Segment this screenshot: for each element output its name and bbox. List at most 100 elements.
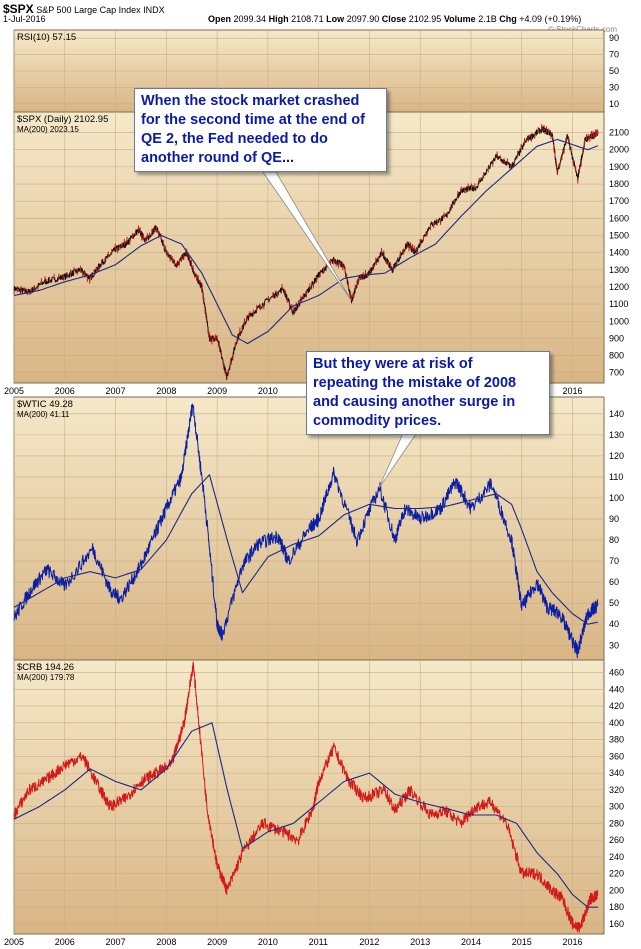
y-tick-label: 100 bbox=[609, 493, 624, 503]
chart-date: 1-Jul-2016 bbox=[3, 14, 46, 24]
y-tick-label: 80 bbox=[609, 535, 619, 545]
callout-line: commodity prices. bbox=[313, 413, 442, 429]
y-tick-label: 1400 bbox=[609, 248, 629, 258]
ohlc-readout: Open 2099.34 High 2108.71 Low 2097.90 Cl… bbox=[208, 14, 582, 24]
y-tick-label: 30 bbox=[609, 82, 619, 92]
y-tick-label: 280 bbox=[609, 818, 624, 828]
x-tick-label: 2006 bbox=[55, 937, 75, 947]
callout-line: But they were at risk of bbox=[313, 356, 473, 372]
y-tick-label: 30 bbox=[609, 640, 619, 650]
high-value: 2108.71 bbox=[291, 14, 324, 24]
callout-line: QE 2, the Fed needed to do bbox=[141, 131, 328, 147]
y-tick-label: 40 bbox=[609, 619, 619, 629]
callout-line: When the stock market crashed bbox=[141, 93, 360, 109]
y-tick-label: 440 bbox=[609, 684, 624, 694]
y-tick-label: 1500 bbox=[609, 230, 629, 240]
y-tick-label: 70 bbox=[609, 556, 619, 566]
y-tick-label: 260 bbox=[609, 835, 624, 845]
callout-line: for the second time at the end of bbox=[141, 112, 365, 128]
chg-value: +4.09 (+0.19%) bbox=[519, 14, 582, 24]
y-tick-label: 2100 bbox=[609, 128, 629, 138]
panel-2: 30 40 50 60 70 80 90 100 110 120 130 140 $WTIC 49.28… bbox=[13, 396, 624, 661]
x-tick-label: 2012 bbox=[359, 937, 379, 947]
y-tick-label: 380 bbox=[609, 735, 624, 745]
y-tick-label: 420 bbox=[609, 701, 624, 711]
y-tick-label: 120 bbox=[609, 451, 624, 461]
callout-commodity-risk: But they were at risk of repeating the m… bbox=[306, 351, 550, 435]
y-tick-label: 1200 bbox=[609, 282, 629, 292]
legend-entry: MA(200) 41.11 bbox=[17, 410, 70, 419]
y-tick-label: 320 bbox=[609, 785, 624, 795]
x-tick-label: 2015 bbox=[512, 937, 532, 947]
price-line bbox=[13, 661, 599, 933]
index-name: S&P 500 Large Cap Index bbox=[36, 5, 141, 15]
moving-average-line bbox=[13, 722, 598, 908]
legend-entry: $CRB 194.26 bbox=[17, 662, 74, 673]
y-tick-label: 300 bbox=[609, 802, 624, 812]
symbol: $SPX bbox=[3, 2, 34, 16]
y-tick-label: 460 bbox=[609, 668, 624, 678]
y-tick-label: 1300 bbox=[609, 265, 629, 275]
y-tick-label: 1800 bbox=[609, 179, 629, 189]
x-tick-label: 2005 bbox=[4, 937, 24, 947]
x-tick-label: 2009 bbox=[207, 386, 227, 396]
y-tick-label: 1000 bbox=[609, 316, 629, 326]
y-tick-label: 180 bbox=[609, 902, 624, 912]
callout-qe-crash: When the stock market crashed for the se… bbox=[134, 88, 387, 172]
y-tick-label: 240 bbox=[609, 852, 624, 862]
x-tick-label: 2008 bbox=[156, 937, 176, 947]
y-tick-label: 110 bbox=[609, 472, 623, 482]
y-tick-label: 900 bbox=[609, 333, 624, 343]
legend-entry: RSI(10) 57.15 bbox=[17, 32, 76, 43]
x-tick-label: 2008 bbox=[156, 386, 176, 396]
y-tick-label: 160 bbox=[609, 919, 624, 929]
callout-line: another round of QE... bbox=[141, 150, 295, 166]
callout-pointer-qe bbox=[262, 171, 352, 301]
legend-entry: MA(200) 179.78 bbox=[17, 673, 75, 682]
y-tick-label: 400 bbox=[609, 718, 624, 728]
y-tick-label: 1900 bbox=[609, 162, 629, 172]
y-tick-label: 90 bbox=[609, 514, 619, 524]
open-value: 2099.34 bbox=[233, 14, 267, 24]
legend-entry: MA(200) 2023.15 bbox=[17, 125, 79, 134]
legend-entry: $WTIC 49.28 bbox=[17, 399, 73, 410]
x-tick-label: 2013 bbox=[410, 937, 430, 947]
y-tick-label: 340 bbox=[609, 768, 624, 778]
y-tick-label: 220 bbox=[609, 869, 624, 879]
y-tick-label: 700 bbox=[609, 368, 624, 378]
y-tick-label: 2000 bbox=[609, 145, 629, 155]
x-tick-label: 2010 bbox=[258, 937, 278, 947]
callout-pointers bbox=[262, 171, 419, 489]
x-tick-label: 2014 bbox=[461, 937, 481, 947]
moving-average-line bbox=[13, 474, 599, 625]
panel-3: 160 180 200 220 240 260 280 300 320 340 360 380 400 4… bbox=[4, 659, 624, 947]
x-tick-label: 2006 bbox=[55, 386, 75, 396]
y-tick-label: 70 bbox=[609, 50, 619, 60]
x-tick-label: 2007 bbox=[106, 386, 126, 396]
x-tick-label: 2011 bbox=[309, 937, 328, 947]
price-line bbox=[13, 403, 599, 659]
y-tick-label: 200 bbox=[609, 885, 624, 895]
y-tick-label: 50 bbox=[609, 66, 619, 76]
moving-average-line bbox=[13, 138, 599, 345]
y-tick-label: 1600 bbox=[609, 213, 629, 223]
x-tick-label: 2016 bbox=[563, 937, 583, 947]
close-value: 2102.95 bbox=[408, 14, 442, 24]
panel-background bbox=[13, 659, 605, 935]
x-tick-label: 2010 bbox=[258, 386, 278, 396]
y-tick-label: 800 bbox=[609, 351, 624, 361]
legend-entry: $SPX (Daily) 2102.95 bbox=[17, 114, 108, 125]
y-tick-label: 130 bbox=[609, 430, 624, 440]
x-tick-label: 2007 bbox=[106, 937, 126, 947]
y-tick-label: 50 bbox=[609, 598, 619, 608]
x-tick-label: 2009 bbox=[207, 937, 227, 947]
callout-line: repeating the mistake of 2008 bbox=[313, 375, 517, 391]
volume-value: 2.1B bbox=[478, 14, 497, 24]
y-tick-label: 60 bbox=[609, 577, 619, 587]
x-tick-label: 2005 bbox=[4, 386, 24, 396]
y-tick-label: 1100 bbox=[609, 299, 628, 309]
y-tick-label: 360 bbox=[609, 751, 624, 761]
y-tick-label: 10 bbox=[609, 99, 619, 109]
chart-header: $SPX S&P 500 Large Cap Index INDX bbox=[3, 2, 641, 16]
